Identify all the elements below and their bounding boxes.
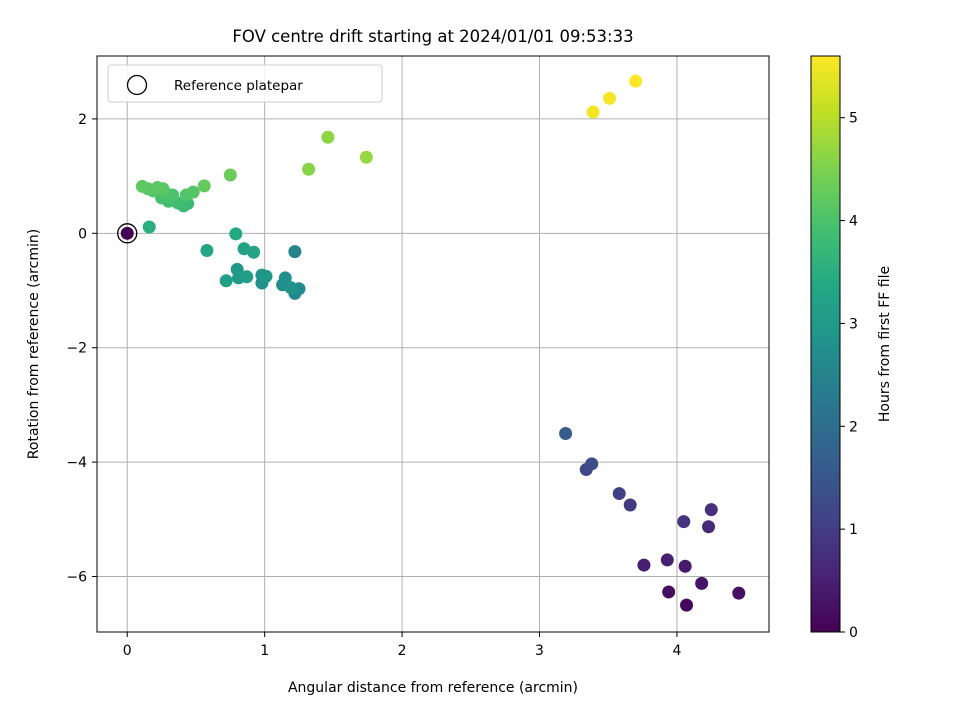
data-point (359, 150, 373, 164)
data-point (223, 168, 237, 182)
colorbar-tick-label: 1 (849, 522, 858, 538)
data-point (321, 130, 335, 144)
legend-label: Reference platepar (174, 78, 303, 94)
data-points (120, 74, 746, 612)
data-point (585, 457, 599, 471)
y-tick-label: 2 (78, 112, 87, 128)
data-point (278, 271, 292, 285)
data-point (259, 269, 273, 283)
data-point (150, 181, 164, 195)
plot-background (97, 56, 769, 632)
colorbar-gradient (811, 56, 840, 632)
x-tick-label: 1 (260, 643, 269, 659)
chart-title: FOV centre drift starting at 2024/01/01 … (232, 27, 633, 46)
x-tick-label: 0 (123, 643, 132, 659)
data-point (677, 515, 691, 529)
x-tick-label: 2 (398, 643, 407, 659)
grid (97, 56, 769, 632)
data-point (284, 281, 298, 295)
data-point (678, 559, 692, 573)
legend: Reference platepar (107, 64, 383, 103)
legend-marker-open-circle (126, 74, 148, 96)
y-tick-label: 0 (78, 226, 87, 242)
data-point (612, 487, 626, 501)
data-point (559, 427, 573, 441)
data-point (240, 270, 254, 284)
colorbar-label: Hours from first FF file (877, 266, 893, 422)
plot-area: 0 1 2 3 4 −6 −4 −2 0 2 Reference platepar (66, 55, 770, 659)
colorbar-tick-label: 3 (849, 316, 858, 332)
y-axis-label: Rotation from reference (arcmin) (26, 229, 42, 459)
reference-marker (117, 223, 138, 244)
colorbar-ticks: 0 1 2 3 4 5 (840, 111, 858, 641)
data-point (247, 245, 261, 259)
data-point (302, 162, 316, 176)
y-tick-label: −4 (66, 455, 87, 471)
colorbar-tick-label: 0 (849, 625, 858, 641)
data-point (680, 598, 694, 612)
data-point (695, 576, 709, 590)
data-point (186, 185, 200, 199)
legend-box (107, 64, 383, 103)
colorbar-tick-label: 5 (849, 111, 858, 127)
colorbar-tick-label: 2 (849, 419, 858, 435)
data-point (629, 74, 643, 88)
data-point (120, 226, 134, 240)
colorbar: 0 1 2 3 4 5 Hours from first FF file (810, 55, 893, 641)
y-axis-ticks: −6 −4 −2 0 2 (66, 112, 97, 586)
data-point (623, 498, 637, 512)
x-tick-label: 3 (535, 643, 544, 659)
x-axis-label: Angular distance from reference (arcmin) (288, 680, 578, 696)
plot-frame (96, 55, 770, 633)
data-point (197, 179, 211, 193)
data-point (662, 585, 676, 599)
x-tick-label: 4 (672, 643, 681, 659)
data-point (288, 245, 302, 259)
data-point (142, 220, 156, 234)
data-point (586, 105, 600, 119)
data-point (702, 520, 716, 534)
data-point (660, 553, 674, 567)
x-axis-ticks: 0 1 2 3 4 (123, 632, 681, 659)
y-tick-label: −6 (66, 570, 87, 586)
data-point (637, 558, 651, 572)
data-point (603, 91, 617, 105)
data-point (200, 243, 214, 257)
y-tick-label: −2 (66, 341, 87, 357)
data-point (732, 586, 746, 600)
data-point (219, 274, 233, 288)
data-point (135, 179, 149, 193)
colorbar-frame (810, 55, 841, 633)
colorbar-tick-label: 4 (849, 214, 858, 230)
data-point (229, 227, 243, 241)
data-point (704, 503, 718, 517)
